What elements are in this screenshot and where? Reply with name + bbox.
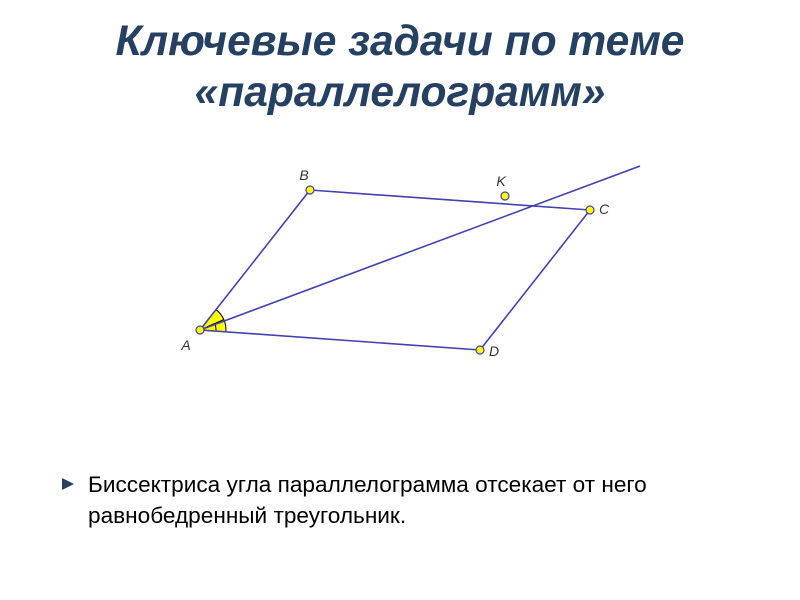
svg-text:C: C bbox=[599, 201, 610, 217]
svg-text:A: A bbox=[180, 337, 190, 353]
parallelogram-diagram: A B C D K bbox=[170, 160, 650, 375]
statement-text: Биссектриса угла параллелограмма отсекае… bbox=[88, 470, 740, 531]
svg-text:B: B bbox=[299, 167, 308, 183]
svg-text:K: K bbox=[496, 173, 506, 189]
title-line-1: Ключевые задачи по теме bbox=[0, 16, 800, 67]
slide-title: Ключевые задачи по теме «параллелограмм» bbox=[0, 0, 800, 118]
bullet-triangle-icon bbox=[60, 476, 76, 497]
title-line-2: «параллелограмм» bbox=[0, 67, 800, 118]
statement-block: Биссектриса угла параллелограмма отсекае… bbox=[60, 470, 740, 531]
svg-text:D: D bbox=[489, 343, 499, 359]
bullet-row: Биссектриса угла параллелограмма отсекае… bbox=[60, 470, 740, 531]
diagram-svg: A B C D K bbox=[170, 160, 650, 370]
